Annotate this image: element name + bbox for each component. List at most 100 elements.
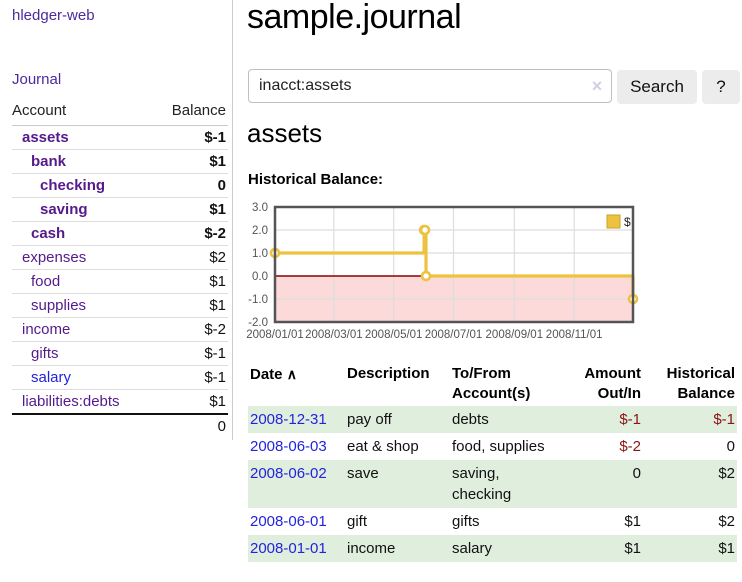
txn-amount: $1	[624, 513, 641, 530]
account-balance: $-2	[153, 317, 228, 342]
txn-balance: $2	[718, 513, 735, 530]
txn-description: gift	[347, 513, 368, 530]
account-row: cash $-2	[12, 221, 228, 246]
svg-text:2008/07/01: 2008/07/01	[425, 329, 483, 341]
account-row: supplies $1	[12, 293, 228, 318]
register-row: 2008-01-01 income salary $1 $1	[248, 535, 737, 562]
txn-accounts: gifts	[452, 513, 480, 530]
account-link[interactable]: supplies	[31, 297, 87, 314]
txn-amount: $-2	[619, 438, 641, 455]
account-link[interactable]: income	[22, 321, 71, 338]
register-row: 2008-06-02 save saving, checking 0 $2	[248, 460, 737, 508]
txn-date-link[interactable]: 2008-06-01	[250, 513, 327, 530]
accounts-col-account: Account	[12, 100, 154, 126]
account-link[interactable]: cash	[31, 225, 66, 242]
accounts-total-row: 0	[12, 413, 228, 438]
clear-search-icon[interactable]: ×	[591, 76, 603, 96]
accounts-table: Account Balance assets $-1 bank $1 check…	[12, 100, 228, 438]
register-col-accounts: To/From Account(s)	[452, 365, 531, 402]
account-row: assets $-1	[12, 125, 228, 150]
account-row: saving $1	[12, 197, 228, 222]
txn-accounts: food, supplies	[452, 438, 545, 455]
account-balance: $1	[153, 269, 228, 294]
sort-asc-icon: ∧	[286, 366, 297, 382]
register-col-date[interactable]: Date ∧	[250, 366, 297, 383]
register-col-amount: Amount Out/In	[584, 365, 641, 402]
account-balance: $-1	[153, 125, 228, 150]
register-col-balance: Historical Balance	[666, 365, 735, 402]
svg-text:2008/03/01: 2008/03/01	[305, 329, 363, 341]
txn-accounts: debts	[452, 411, 489, 428]
account-balance: $1	[153, 293, 228, 318]
account-row: food $1	[12, 269, 228, 294]
account-row: expenses $2	[12, 245, 228, 270]
register-row: 2008-06-01 gift gifts $1 $2	[248, 508, 737, 535]
account-link[interactable]: expenses	[22, 249, 87, 266]
account-link[interactable]: saving	[40, 201, 88, 218]
account-balance: $-1	[153, 341, 228, 366]
register-table: Date ∧ Description To/From Account(s) Am…	[248, 362, 737, 562]
account-row: income $-2	[12, 317, 228, 342]
txn-amount: $1	[624, 540, 641, 557]
account-link[interactable]: salary	[31, 369, 72, 386]
sidebar-item-journal[interactable]: Journal	[12, 71, 62, 88]
account-row: bank $1	[12, 149, 228, 174]
svg-text:3.0: 3.0	[252, 202, 268, 214]
account-balance: $1	[153, 389, 228, 415]
account-balance: $1	[153, 149, 228, 174]
accounts-total: 0	[12, 413, 228, 438]
svg-text:0.0: 0.0	[252, 271, 268, 283]
account-row: salary $-1	[12, 365, 228, 390]
txn-amount: 0	[632, 465, 641, 482]
brand-link[interactable]: hledger-web	[12, 7, 95, 24]
account-heading: assets	[247, 118, 323, 148]
page-title: sample.journal	[247, 0, 462, 36]
accounts-col-balance: Balance	[153, 100, 228, 126]
txn-description: eat & shop	[347, 438, 419, 455]
svg-text:2.0: 2.0	[252, 225, 268, 237]
account-balance: $1	[153, 197, 228, 222]
register-row: 2008-06-03 eat & shop food, supplies $-2…	[248, 433, 737, 460]
txn-balance: $2	[718, 465, 735, 482]
txn-accounts: saving, checking	[452, 465, 512, 503]
account-link[interactable]: checking	[40, 177, 106, 194]
account-row: checking 0	[12, 173, 228, 198]
txn-description: income	[347, 540, 396, 557]
txn-balance: $-1	[713, 411, 735, 428]
account-balance: $-2	[153, 221, 228, 246]
help-button[interactable]: ?	[702, 70, 740, 104]
txn-balance: $1	[718, 540, 735, 557]
sidebar: hledger-web Journal Account Balance asse…	[0, 0, 233, 440]
svg-text:2008/01/01: 2008/01/01	[246, 329, 304, 341]
txn-date-link[interactable]: 2008-12-31	[250, 411, 327, 428]
account-link[interactable]: liabilities:debts	[22, 393, 120, 410]
search-button[interactable]: Search	[617, 70, 697, 104]
account-link[interactable]: food	[31, 273, 61, 290]
account-balance: 0	[153, 173, 228, 198]
register-row: 2008-12-31 pay off debts $-1 $-1	[248, 406, 737, 433]
txn-accounts: salary	[452, 540, 493, 557]
txn-description: pay off	[347, 411, 392, 428]
account-balance: $2	[153, 245, 228, 270]
account-link[interactable]: gifts	[31, 345, 59, 362]
chart-title: Historical Balance:	[248, 171, 384, 188]
account-link[interactable]: bank	[31, 153, 67, 170]
account-link[interactable]: assets	[22, 129, 69, 146]
svg-text:$: $	[624, 215, 631, 229]
register-header-row: Date ∧ Description To/From Account(s) Am…	[248, 362, 737, 406]
txn-balance: 0	[726, 438, 735, 455]
svg-text:2008/11/01: 2008/11/01	[546, 329, 603, 341]
txn-date-link[interactable]: 2008-06-03	[250, 438, 327, 455]
txn-date-link[interactable]: 2008-01-01	[250, 540, 327, 557]
txn-date-link[interactable]: 2008-06-02	[250, 465, 327, 482]
svg-text:-2.0: -2.0	[248, 317, 268, 329]
accounts-header-row: Account Balance	[12, 100, 228, 126]
search-input[interactable]	[248, 69, 612, 103]
svg-text:1.0: 1.0	[252, 248, 268, 260]
svg-text:2008/09/01: 2008/09/01	[486, 329, 544, 341]
txn-description: save	[347, 465, 379, 482]
register-col-description: Description	[347, 365, 430, 382]
account-row: gifts $-1	[12, 341, 228, 366]
svg-text:2008/05/01: 2008/05/01	[365, 329, 423, 341]
